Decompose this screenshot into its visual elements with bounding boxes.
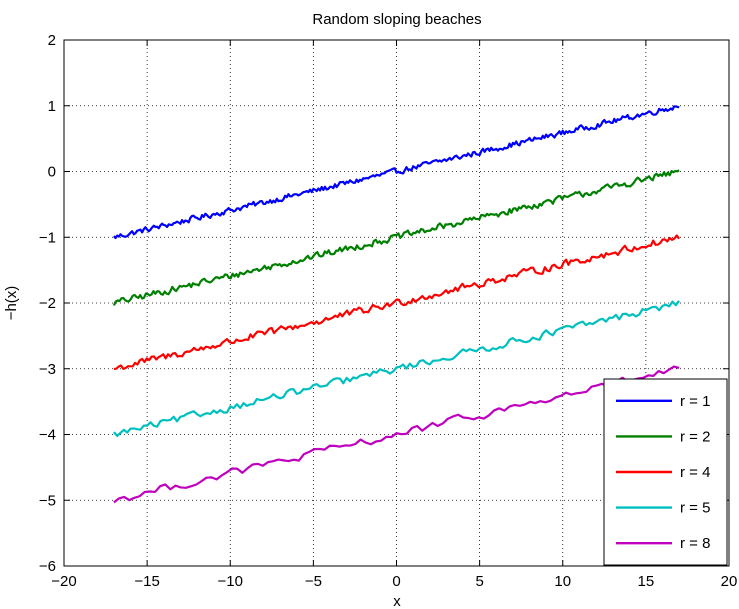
y-tick-label: 1 [48, 98, 56, 115]
x-tick-label: −5 [305, 573, 322, 590]
x-tick-label: −10 [218, 573, 243, 590]
y-tick-label: 0 [48, 164, 56, 181]
y-tick-label: −3 [39, 361, 56, 378]
legend-label: r = 4 [680, 464, 710, 481]
series-line [113, 365, 680, 504]
y-tick-label: −5 [39, 492, 56, 509]
x-tick-label: 0 [392, 573, 400, 590]
series-line [112, 169, 680, 306]
legend: r = 1 r = 2 r = 4 r = 5 r = 8 [603, 378, 728, 566]
y-tick-label: −6 [39, 558, 56, 575]
x-tick-label: 10 [554, 573, 571, 590]
x-tick-label: −20 [51, 573, 76, 590]
series-line [113, 105, 680, 240]
y-tick-label: −2 [39, 295, 56, 312]
series-line [113, 300, 681, 437]
y-axis-title: −h(x) [3, 286, 20, 321]
y-tick-label: 2 [48, 32, 56, 49]
x-axis-title: x [393, 593, 401, 609]
legend-label: r = 1 [680, 393, 710, 410]
legend-label: r = 5 [680, 500, 710, 517]
y-tick-label: −1 [39, 229, 56, 246]
chart-title: Random sloping beaches [312, 11, 481, 28]
x-tick-label: 20 [721, 573, 738, 590]
series-line [113, 234, 681, 371]
legend-label: r = 8 [680, 535, 710, 552]
x-tick-label: 5 [475, 573, 483, 590]
x-tick-label: −15 [134, 573, 159, 590]
x-tick-label: 15 [638, 573, 655, 590]
series-group [112, 105, 681, 504]
legend-label: r = 2 [680, 428, 710, 445]
y-tick-label: −4 [39, 427, 56, 444]
